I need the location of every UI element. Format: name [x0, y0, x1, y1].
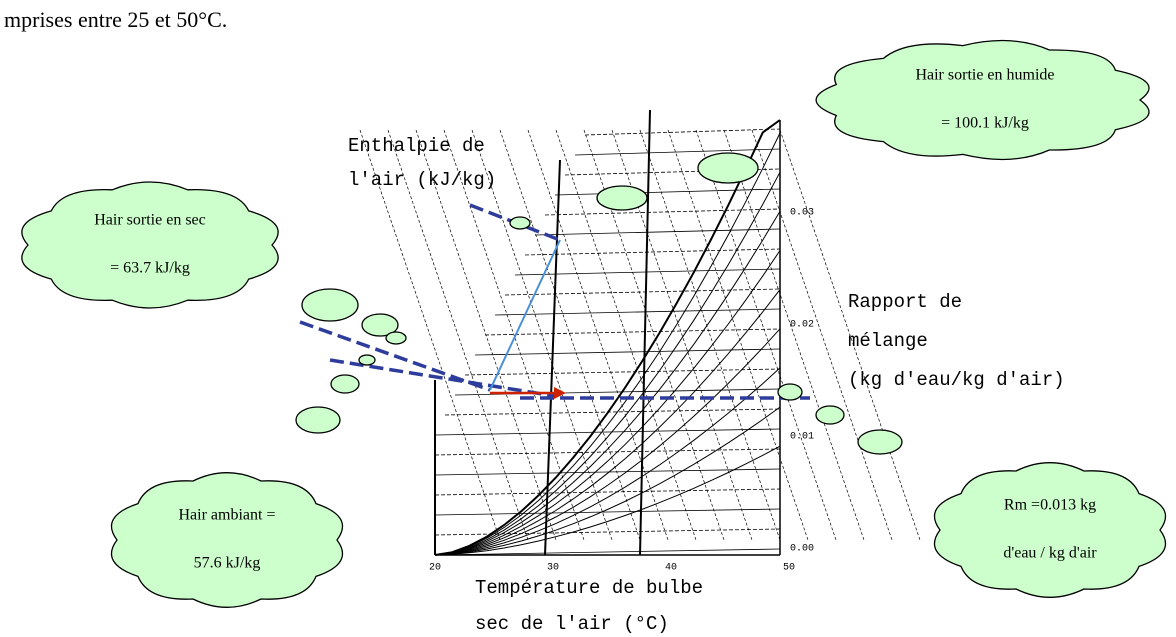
callout-text: Hair sortie en humide: [915, 67, 1054, 84]
saturation-curve: [434, 211, 781, 556]
humidity-line: [434, 468, 781, 476]
saturation-curve: [434, 171, 781, 556]
saturation-curve: [434, 406, 781, 556]
saturation-curve: [434, 328, 781, 556]
humidity-line: [434, 448, 781, 456]
bubble: [509, 216, 531, 230]
humidity-line: [544, 208, 781, 216]
enthalpy-line: [723, 129, 865, 541]
humidity-line: [554, 188, 781, 196]
pointer-line: [329, 358, 556, 398]
humidity-line: [434, 548, 781, 556]
cloud: [111, 472, 343, 608]
saturation-curve: [434, 445, 781, 556]
bubble: [358, 354, 376, 366]
humidity-line: [584, 128, 781, 136]
cloud: [21, 181, 279, 309]
x-tick-label: 50: [783, 563, 795, 574]
humidity-line: [434, 428, 781, 436]
y-tick-label: 0.03: [790, 208, 814, 219]
callout-text: Rm =0.013 kg: [1004, 497, 1096, 514]
y-tick-label: 0.01: [790, 432, 814, 443]
enthalpy-line: [471, 129, 613, 541]
humidity-line: [534, 228, 781, 236]
callout-text: d'eau / kg d'air: [1003, 545, 1097, 562]
enthalpy-line: [359, 129, 501, 541]
enthalpy-label: l'air (kJ/kg): [348, 169, 496, 191]
bubble: [301, 288, 359, 322]
enthalpy-line: [695, 129, 837, 541]
temperature-line: [544, 159, 561, 556]
enthalpy-line: [779, 129, 921, 541]
humidity-line: [484, 328, 781, 336]
bubble: [815, 405, 845, 425]
enthalpy-line: [667, 129, 809, 541]
enthalpy-label: Enthalpie de: [348, 135, 485, 157]
thought-bubbles: [295, 152, 903, 455]
saturation-curve: [434, 250, 781, 556]
humidity-line: [574, 148, 781, 156]
callout-text: 57.6 kJ/kg: [194, 555, 261, 572]
enthalpy-line: [499, 129, 641, 541]
enthalpy-line: [527, 129, 669, 541]
arrow-head: [554, 387, 566, 399]
enthalpy-line: [443, 129, 585, 541]
humidity-line: [474, 348, 781, 356]
humidity-line: [434, 528, 781, 536]
process-line: [489, 239, 561, 391]
humidity-line: [464, 368, 781, 376]
bubble: [385, 331, 407, 345]
cloud: [815, 39, 1150, 161]
humidity-line: [434, 488, 781, 496]
humidity-line: [444, 408, 781, 416]
intro-text: mprises entre 25 et 50°C.: [4, 7, 227, 32]
enthalpy-line: [387, 129, 529, 541]
callout-text: Hair sortie en sec: [94, 212, 206, 229]
enthalpy-line: [751, 129, 893, 541]
bubble: [857, 429, 903, 455]
callouts: Hair sortie en humide = 100.1 kJ/kg Hair s…: [21, 39, 1166, 608]
bubble: [596, 185, 648, 211]
saturation-curve: [434, 132, 781, 556]
cloud: [934, 462, 1166, 598]
temperature-line: [639, 109, 651, 556]
bubble: [361, 313, 399, 337]
callout-text: = 63.7 kJ/kg: [110, 260, 190, 277]
enthalpy-line: [555, 129, 697, 541]
mixing-label: Rapport de: [848, 291, 962, 313]
bubble: [330, 374, 360, 394]
humidity-line: [504, 288, 781, 296]
saturation-curve: [434, 367, 781, 556]
saturation-curve: [434, 289, 781, 556]
enthalpy-line: [639, 129, 781, 541]
humidity-line: [494, 308, 781, 316]
x-tick-label: 30: [547, 563, 559, 574]
pointer-line: [299, 320, 491, 392]
humidity-line: [524, 248, 781, 256]
temperature-label: Température de bulbe: [475, 577, 703, 599]
mixing-label: (kg d'eau/kg d'air): [848, 369, 1065, 391]
y-tick-label: 0.00: [790, 544, 814, 555]
bubble: [295, 406, 341, 434]
y-tick-label: 0.02: [790, 320, 814, 331]
enthalpy-line: [415, 129, 557, 541]
bubble: [697, 152, 759, 184]
bubble: [777, 383, 803, 401]
temperature-label: sec de l'air (°C): [475, 613, 669, 635]
saturation-curve: [434, 119, 781, 556]
callout-text: Hair ambiant =: [179, 507, 276, 524]
x-tick-label: 20: [429, 563, 441, 574]
humidity-line: [434, 508, 781, 516]
mixing-label: mélange: [848, 330, 928, 352]
x-tick-label: 40: [665, 563, 677, 574]
humidity-line: [514, 268, 781, 276]
psychrometric-chart: 20 30 40 50 0.03 0.02 0.01 0.00: [299, 109, 921, 574]
callout-text: = 100.1 kJ/kg: [941, 115, 1029, 132]
